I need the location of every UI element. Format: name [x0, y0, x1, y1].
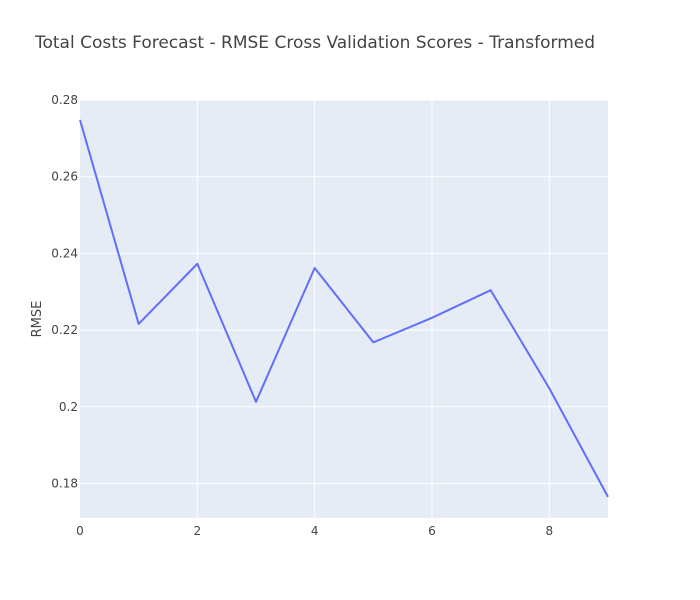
chart-title: Total Costs Forecast - RMSE Cross Valida… [35, 33, 596, 53]
y-tick-label: 0.24 [51, 246, 78, 260]
y-axis-label: RMSE [30, 301, 45, 338]
x-axis-ticks: 0 2 4 6 8 [76, 524, 553, 538]
x-tick-label: 8 [546, 524, 554, 538]
x-tick-label: 6 [428, 524, 436, 538]
y-tick-label: 0.18 [51, 476, 78, 490]
x-gridlines [196, 100, 550, 518]
y-tick-label: 0.2 [59, 400, 78, 414]
y-tick-label: 0.26 [51, 170, 78, 184]
plot-area [80, 100, 608, 518]
y-tick-label: 0.28 [51, 93, 78, 107]
y-tick-label: 0.22 [51, 323, 78, 337]
x-tick-label: 2 [194, 524, 202, 538]
series-line [79, 119, 609, 498]
x-tick-label: 0 [76, 524, 84, 538]
x-tick-label: 4 [311, 524, 319, 538]
y-axis-ticks: 0.18 0.2 0.22 0.24 0.26 0.28 [51, 93, 78, 490]
y-gridlines [80, 99, 608, 484]
